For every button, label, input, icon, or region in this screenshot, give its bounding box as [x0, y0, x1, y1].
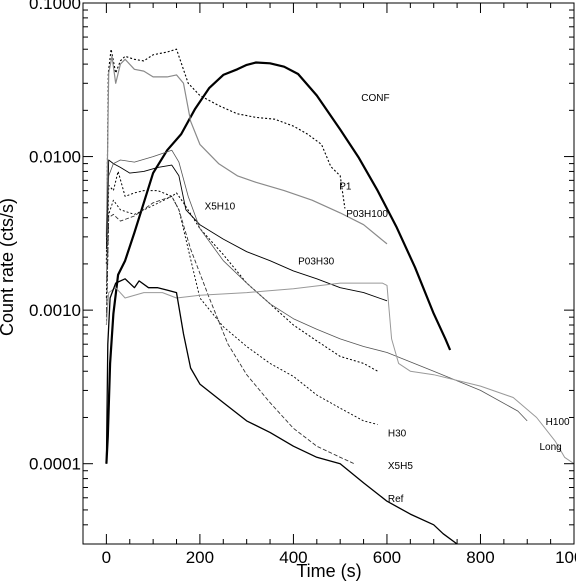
- series-layer: [105, 48, 574, 544]
- series-label-ref: Ref: [388, 494, 404, 505]
- series-label-h100: H100: [546, 417, 570, 428]
- series-label-conf: CONF: [361, 93, 389, 104]
- series-line-x5h5: [105, 195, 355, 465]
- series-label-p03h30: P03H30: [298, 257, 335, 268]
- series-line-conf: [105, 61, 452, 464]
- series-label-p1: P1: [339, 181, 352, 192]
- series-label-x5h5: X5H5: [388, 461, 413, 472]
- y-tick-label: 0.0001: [29, 455, 81, 474]
- series-line-p03h30: [105, 159, 388, 302]
- x-tick-label: 800: [466, 548, 494, 567]
- plot-frame: [82, 2, 575, 545]
- y-tick-label: 0.0010: [29, 301, 81, 320]
- y-axis-title: Count rate (cts/s): [0, 198, 17, 336]
- x-tick-label: 200: [186, 548, 214, 567]
- series-line-ref: [105, 278, 458, 544]
- series-label-p03h100: P03H100: [346, 209, 388, 220]
- series-label-h30: H30: [388, 428, 407, 439]
- series-line-x5h10: [105, 170, 378, 372]
- y-tick-label: 0.0100: [29, 148, 81, 167]
- labels-layer: CONF P1 P03H100 X5H10 P03H30 H30 X5H5 H100 Long R…: [205, 93, 570, 505]
- series-label-x5h10: X5H10: [205, 202, 236, 213]
- series-line-p1: [105, 48, 346, 264]
- x-tick-label: 600: [373, 548, 401, 567]
- x-axis-title: Time (s): [296, 561, 361, 581]
- axes-layer: 0 200 400 600 800 1000 0.0001 0.0010 0.0100 0.100…: [29, 0, 576, 567]
- x-tick-label: 0: [102, 548, 111, 567]
- series-line-p03h100: [105, 55, 388, 245]
- series-line-long: [105, 282, 574, 465]
- x-tick-label: 1000: [555, 548, 576, 567]
- y-tick-label: 0.1000: [29, 0, 81, 13]
- series-line-h30: [105, 195, 378, 425]
- series-line-h100: [106, 149, 528, 422]
- x-tick-label: 400: [279, 548, 307, 567]
- series-label-long: Long: [539, 442, 561, 453]
